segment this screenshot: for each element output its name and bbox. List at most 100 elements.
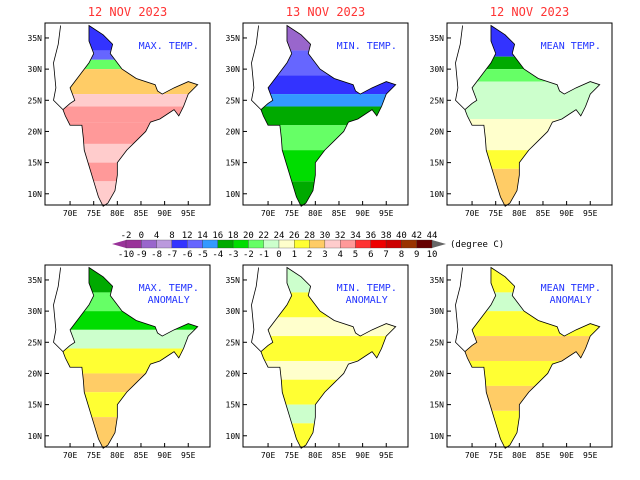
colorbar-top-label: 0 bbox=[139, 231, 144, 241]
map-frame bbox=[242, 22, 409, 206]
colorbar-swatch bbox=[156, 239, 173, 249]
map-panel-5: MIN. TEMP.ANOMALY 10N 15N 20N 25N 30N 35N 70E 75… bbox=[226, 264, 409, 460]
colorbar-bottom-label: 5 bbox=[353, 250, 358, 260]
colorbar-top-label: 32 bbox=[335, 231, 346, 241]
lat-tick-label: 10N bbox=[28, 190, 43, 199]
colorbar-swatch bbox=[309, 239, 326, 249]
value-band bbox=[62, 94, 198, 107]
lat-tick-label: 30N bbox=[226, 307, 241, 316]
lon-tick-label: 85E bbox=[134, 209, 149, 218]
map-frame bbox=[446, 22, 613, 206]
coastline bbox=[251, 267, 262, 352]
colorbar-bottom-label: 4 bbox=[337, 250, 342, 260]
map-panel-2: 13 NOV 2023 MIN. TEMP. 10N 15N 20N 25N 30N 35N 7… bbox=[226, 5, 409, 218]
colorbar-top-label: 36 bbox=[365, 231, 376, 241]
value-band bbox=[62, 143, 198, 163]
colorbar-top-label: 16 bbox=[212, 231, 223, 241]
colorbar-bottom-label: 6 bbox=[368, 250, 373, 260]
lon-tick-label: 75E bbox=[86, 209, 101, 218]
colorbar-swatch bbox=[217, 239, 234, 249]
lon-tick-label: 70E bbox=[465, 209, 480, 218]
colorbar-top-label: 38 bbox=[381, 231, 392, 241]
colorbar-top-label: 34 bbox=[350, 231, 361, 241]
lon-tick-label: 95E bbox=[583, 451, 598, 460]
lat-tick-label: 10N bbox=[430, 190, 445, 199]
lat-tick-label: 25N bbox=[226, 96, 241, 105]
value-band bbox=[464, 118, 600, 151]
colorbar-bottom-label: 0 bbox=[276, 250, 281, 260]
map-frame bbox=[242, 264, 409, 448]
lon-tick-label: 95E bbox=[583, 209, 598, 218]
value-band bbox=[464, 336, 600, 361]
colorbar: -2 0 4 8 12 14 16 18 20 22 24 26 28 30 32 34 36 38 40 42 44-… bbox=[112, 231, 504, 260]
value-band bbox=[62, 59, 198, 70]
coastline bbox=[53, 267, 64, 352]
coastline bbox=[455, 25, 466, 110]
lon-tick-label: 95E bbox=[181, 451, 196, 460]
value-band bbox=[62, 106, 198, 123]
panel-title: MEAN TEMP. bbox=[541, 41, 601, 52]
lon-tick-label: 85E bbox=[536, 209, 551, 218]
lon-tick-label: 75E bbox=[488, 209, 503, 218]
panel-title: MEAN TEMP. bbox=[541, 283, 601, 294]
colorbar-bottom-label: -7 bbox=[166, 250, 177, 260]
lon-tick-label: 90E bbox=[157, 451, 172, 460]
lat-tick-label: 25N bbox=[430, 96, 445, 105]
value-band bbox=[260, 360, 396, 380]
colorbar-unit: (degree C) bbox=[450, 240, 504, 250]
india-outline bbox=[464, 24, 601, 207]
lat-tick-label: 10N bbox=[226, 190, 241, 199]
lon-tick-label: 80E bbox=[308, 451, 323, 460]
lon-tick-label: 95E bbox=[379, 451, 394, 460]
value-band bbox=[260, 106, 396, 126]
colorbar-bottom-label: 7 bbox=[383, 250, 388, 260]
colorbar-top-label: 40 bbox=[396, 231, 407, 241]
colorbar-bottom-label: 1 bbox=[292, 250, 297, 260]
india-outline bbox=[260, 266, 397, 449]
coastline bbox=[455, 267, 466, 352]
india-outline bbox=[62, 266, 199, 449]
colorbar-bottom-label: 2 bbox=[307, 250, 312, 260]
lon-tick-label: 80E bbox=[110, 451, 125, 460]
lon-tick-label: 70E bbox=[261, 451, 276, 460]
colorbar-swatch bbox=[355, 239, 371, 249]
map-frame bbox=[446, 264, 613, 448]
lat-tick-label: 15N bbox=[28, 159, 43, 168]
lon-tick-label: 80E bbox=[308, 209, 323, 218]
lon-tick-label: 75E bbox=[86, 451, 101, 460]
colorbar-bottom-label: -2 bbox=[243, 250, 254, 260]
lat-tick-label: 30N bbox=[430, 307, 445, 316]
panel-title: ANOMALY bbox=[346, 295, 388, 306]
value-band bbox=[464, 69, 600, 82]
value-band bbox=[260, 317, 396, 337]
value-band bbox=[464, 56, 600, 70]
lat-tick-label: 20N bbox=[28, 127, 43, 136]
colorbar-top-label: 28 bbox=[304, 231, 315, 241]
map-panel-6: MEAN TEMP.ANOMALY 10N 15N 20N 25N 30N 35N 70E 75… bbox=[430, 264, 613, 460]
lon-tick-label: 70E bbox=[63, 209, 78, 218]
colorbar-bottom-label: -4 bbox=[212, 250, 223, 260]
colorbar-bottom-label: -9 bbox=[136, 250, 147, 260]
lat-tick-label: 35N bbox=[226, 34, 241, 43]
lon-tick-label: 85E bbox=[332, 451, 347, 460]
map-panel-1: 12 NOV 2023 MAX. TEMP. 10N 15N 20N 25N 30N 35N 7… bbox=[28, 5, 211, 218]
value-band bbox=[260, 75, 396, 95]
colorbar-top-label: 24 bbox=[274, 231, 285, 241]
lat-tick-label: 15N bbox=[28, 401, 43, 410]
colorbar-swatch bbox=[340, 239, 356, 249]
colorbar-top-label: 26 bbox=[289, 231, 300, 241]
lon-tick-label: 90E bbox=[355, 209, 370, 218]
lat-tick-label: 10N bbox=[430, 432, 445, 441]
value-band bbox=[260, 336, 396, 361]
lat-tick-label: 15N bbox=[430, 401, 445, 410]
colorbar-top-label: 30 bbox=[319, 231, 330, 241]
colorbar-swatch bbox=[248, 239, 264, 249]
lat-tick-label: 20N bbox=[226, 369, 241, 378]
value-band bbox=[62, 348, 198, 374]
value-band bbox=[62, 373, 198, 393]
map-panel-4: MAX. TEMP.ANOMALY 10N 15N 20N 25N 30N 35N 70E 75… bbox=[28, 264, 211, 460]
colorbar-bottom-label: 9 bbox=[414, 250, 419, 260]
lat-tick-label: 30N bbox=[430, 65, 445, 74]
value-band bbox=[260, 125, 396, 151]
